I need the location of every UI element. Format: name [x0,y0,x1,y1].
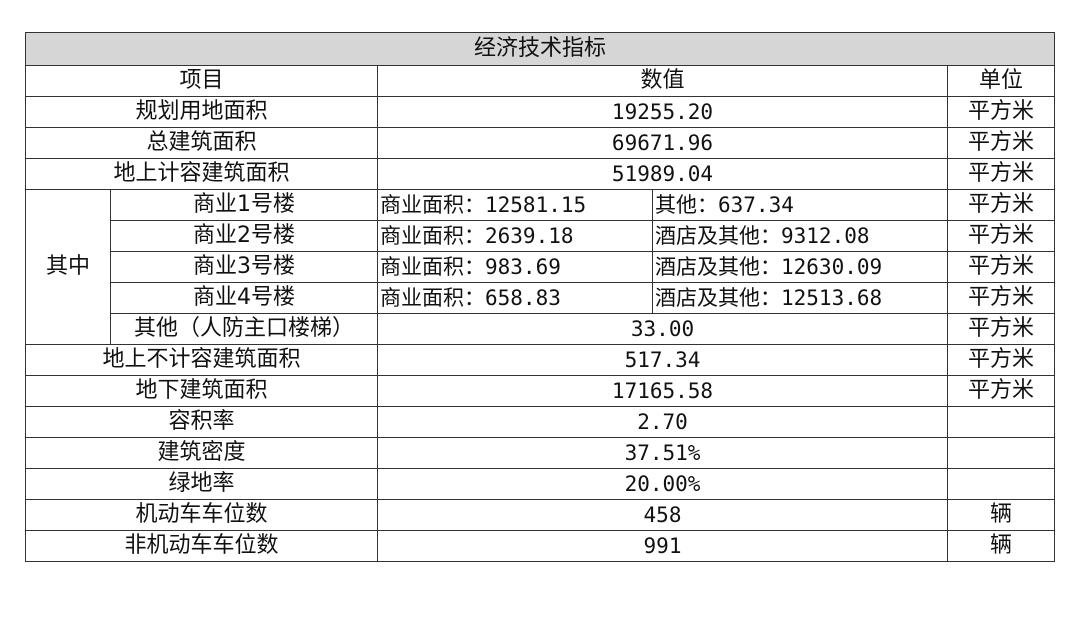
row-item: 总建筑面积 [25,127,378,159]
header-unit: 单位 [946,65,1056,97]
row-unit: 平方米 [946,158,1056,190]
table-row: 地上不计容建筑面积 517.34 平方米 [25,344,1056,376]
table-title: 经济技术指标 [24,32,1056,66]
row-value: 19255.20 [377,96,948,128]
building-item: 商业4号楼 [110,282,378,314]
row-unit: 辆 [946,499,1056,531]
row-unit: 平方米 [946,251,1056,283]
table-row: 总建筑面积 69671.96 平方米 [25,127,1056,159]
row-value: 517.34 [377,344,948,376]
row-value: 17165.58 [377,375,948,407]
building-other: 酒店及其他：9312.08 [652,220,948,252]
building-commercial: 商业面积：12581.15 [377,189,653,221]
table-row: 机动车车位数 458 辆 [25,499,1056,531]
row-unit: 辆 [946,530,1056,562]
building-commercial: 商业面积：983.69 [377,251,653,283]
row-unit [946,406,1056,438]
table-row: 绿地率 20.00% [25,468,1056,500]
row-unit: 平方米 [946,127,1056,159]
row-unit: 平方米 [946,375,1056,407]
building-other: 酒店及其他：12630.09 [652,251,948,283]
row-value: 991 [377,530,948,562]
row-item: 容积率 [25,406,378,438]
building-item: 商业3号楼 [110,251,378,283]
row-unit: 平方米 [946,313,1056,345]
row-unit: 平方米 [946,282,1056,314]
row-item: 绿地率 [25,468,378,500]
row-value: 51989.04 [377,158,948,190]
title-row: 经济技术指标 [24,32,1056,66]
row-value: 2.70 [377,406,948,438]
building-other: 其他：637.34 [652,189,948,221]
row-value: 458 [377,499,948,531]
table-row: 地下建筑面积 17165.58 平方米 [25,375,1056,407]
row-value: 20.00% [377,468,948,500]
row-value: 37.51% [377,437,948,469]
row-unit: 平方米 [946,220,1056,252]
row-item: 建筑密度 [25,437,378,469]
row-item: 地上计容建筑面积 [25,158,378,190]
building-other: 酒店及其他：12513.68 [652,282,948,314]
building-commercial: 商业面积：658.83 [377,282,653,314]
row-unit [946,437,1056,469]
row-item: 非机动车车位数 [25,530,378,562]
group-label: 其中 [25,189,111,345]
economic-technical-indicators-table: 经济技术指标 项目 数值 单位 规划用地面积 19255.20 平方米 总建筑面积 6… [24,32,1056,562]
building-item: 商业1号楼 [110,189,378,221]
table-row: 地上计容建筑面积 51989.04 平方米 [25,158,1056,190]
row-unit: 平方米 [946,344,1056,376]
table-row: 其他（人防主口楼梯） 33.00 平方米 [26,313,1056,345]
row-unit: 平方米 [946,189,1056,221]
row-item: 规划用地面积 [25,96,378,128]
group-other-item: 其他（人防主口楼梯） [110,313,378,345]
table-row: 建筑密度 37.51% [25,437,1056,469]
row-item: 机动车车位数 [25,499,378,531]
table-row: 其中 商业1号楼 商业面积：12581.15 其他：637.34 平方米 [25,189,1056,345]
row-item: 地上不计容建筑面积 [25,344,378,376]
row-item: 地下建筑面积 [25,375,378,407]
row-unit: 平方米 [946,96,1056,128]
table-row: 商业4号楼 商业面积：658.83 酒店及其他：12513.68 平方米 [26,282,1056,314]
building-item: 商业2号楼 [110,220,378,252]
header-value: 数值 [377,65,948,97]
table-row: 非机动车车位数 991 辆 [25,530,1056,562]
header-row: 项目 数值 单位 [25,65,1056,97]
table-row: 容积率 2.70 [25,406,1056,438]
header-item: 项目 [25,65,378,97]
building-commercial: 商业面积：2639.18 [377,220,653,252]
table-row: 商业3号楼 商业面积：983.69 酒店及其他：12630.09 平方米 [26,251,1056,283]
row-value: 33.00 [377,313,948,345]
table-row: 商业2号楼 商业面积：2639.18 酒店及其他：9312.08 平方米 [26,220,1056,252]
row-unit [946,468,1056,500]
row-value: 69671.96 [377,127,948,159]
table-row: 规划用地面积 19255.20 平方米 [25,96,1056,128]
